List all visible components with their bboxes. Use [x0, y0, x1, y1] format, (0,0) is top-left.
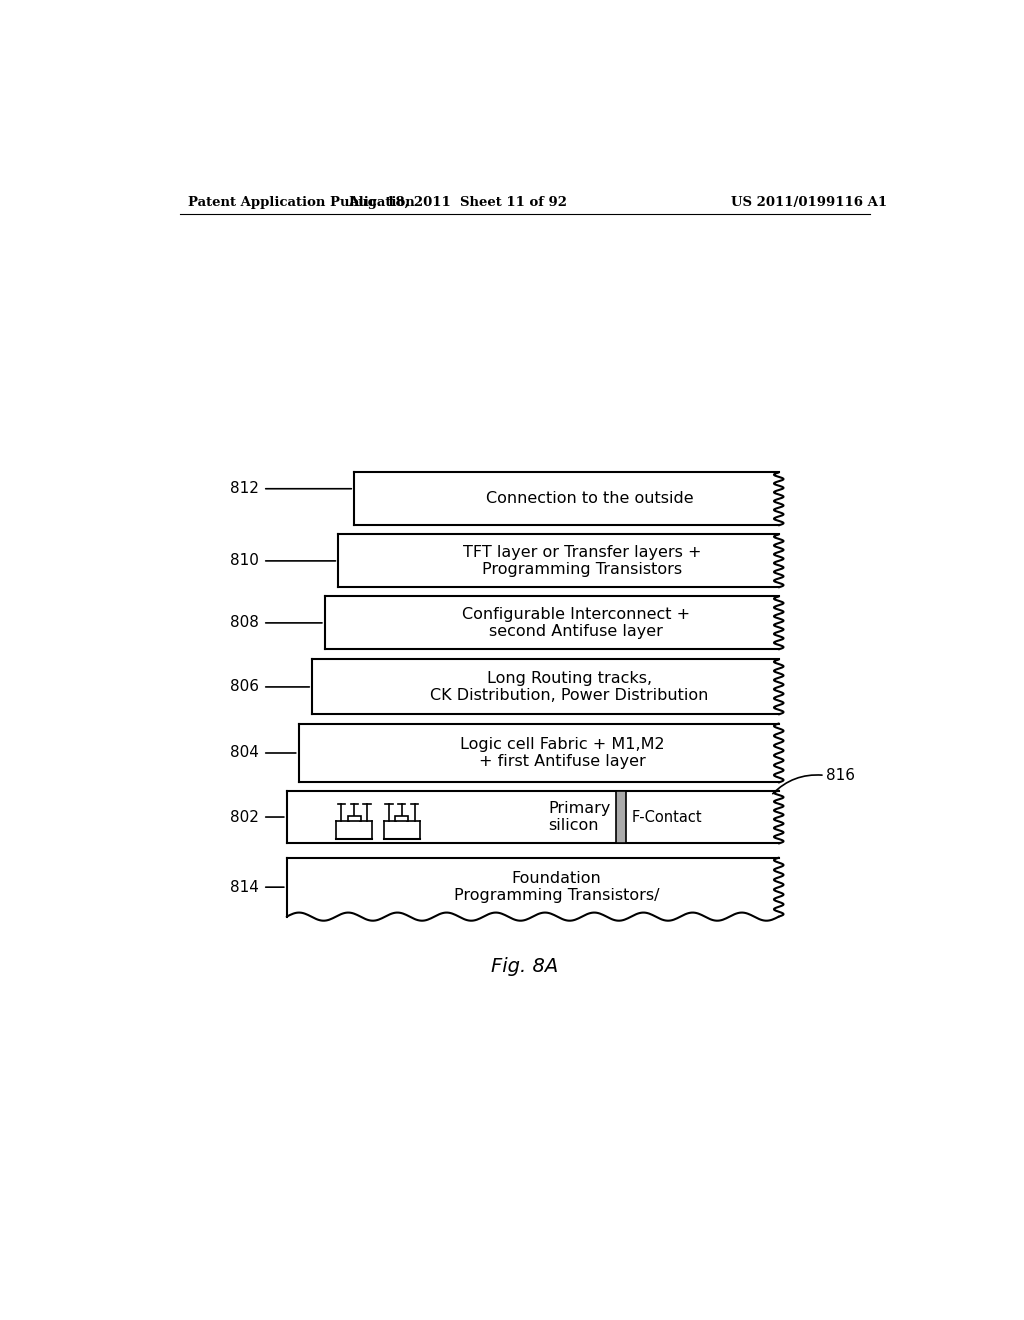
Text: 808: 808 [230, 615, 259, 631]
Text: Primary
silicon: Primary silicon [549, 801, 611, 833]
Polygon shape [287, 791, 778, 843]
Text: 810: 810 [230, 553, 259, 569]
Polygon shape [338, 535, 778, 587]
Text: Foundation
Programming Transistors/: Foundation Programming Transistors/ [454, 871, 659, 903]
Polygon shape [287, 858, 778, 916]
Bar [616, 791, 626, 843]
Text: 812: 812 [230, 482, 259, 496]
Text: Logic cell Fabric + M1,M2
+ first Antifuse layer: Logic cell Fabric + M1,M2 + first Antifu… [460, 737, 665, 770]
Text: Patent Application Publication: Patent Application Publication [187, 195, 415, 209]
Bar [347, 816, 360, 821]
Text: 804: 804 [230, 746, 259, 760]
Text: F-Contact: F-Contact [632, 809, 702, 825]
Text: 816: 816 [826, 768, 855, 783]
Polygon shape [354, 473, 778, 525]
Text: 802: 802 [230, 809, 259, 825]
Polygon shape [312, 660, 778, 714]
Text: 806: 806 [230, 680, 259, 694]
Polygon shape [299, 723, 778, 783]
Text: Configurable Interconnect +
second Antifuse layer: Configurable Interconnect + second Antif… [462, 607, 689, 639]
Bar [395, 816, 409, 821]
Text: US 2011/0199116 A1: US 2011/0199116 A1 [731, 195, 887, 209]
Polygon shape [325, 597, 778, 649]
Text: TFT layer or Transfer layers +
Programming Transistors: TFT layer or Transfer layers + Programmi… [463, 545, 701, 577]
Text: Aug. 18, 2011  Sheet 11 of 92: Aug. 18, 2011 Sheet 11 of 92 [348, 195, 567, 209]
Text: Long Routing tracks,
CK Distribution, Power Distribution: Long Routing tracks, CK Distribution, Po… [430, 671, 709, 704]
Text: Connection to the outside: Connection to the outside [486, 491, 694, 507]
Text: 814: 814 [230, 879, 259, 895]
Text: Fig. 8A: Fig. 8A [492, 957, 558, 975]
